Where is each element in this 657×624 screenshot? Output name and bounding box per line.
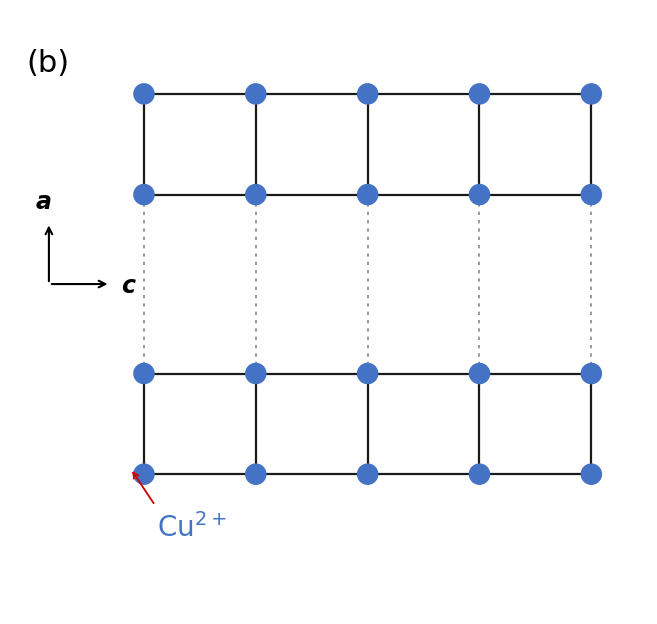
Circle shape — [134, 84, 154, 104]
Circle shape — [134, 363, 154, 384]
Circle shape — [246, 185, 266, 205]
Circle shape — [581, 185, 601, 205]
Circle shape — [469, 464, 489, 484]
Circle shape — [134, 464, 154, 484]
Circle shape — [581, 464, 601, 484]
Circle shape — [469, 84, 489, 104]
Circle shape — [469, 363, 489, 384]
Circle shape — [246, 464, 266, 484]
Circle shape — [246, 84, 266, 104]
Circle shape — [357, 84, 378, 104]
Circle shape — [581, 84, 601, 104]
Circle shape — [357, 363, 378, 384]
Circle shape — [581, 363, 601, 384]
Text: a: a — [35, 190, 51, 213]
Circle shape — [469, 185, 489, 205]
Text: c: c — [122, 275, 135, 298]
Text: Cu$^{2+}$: Cu$^{2+}$ — [158, 514, 227, 544]
Circle shape — [357, 464, 378, 484]
Circle shape — [357, 185, 378, 205]
Circle shape — [246, 363, 266, 384]
Text: (b): (b) — [26, 49, 70, 78]
Circle shape — [134, 185, 154, 205]
